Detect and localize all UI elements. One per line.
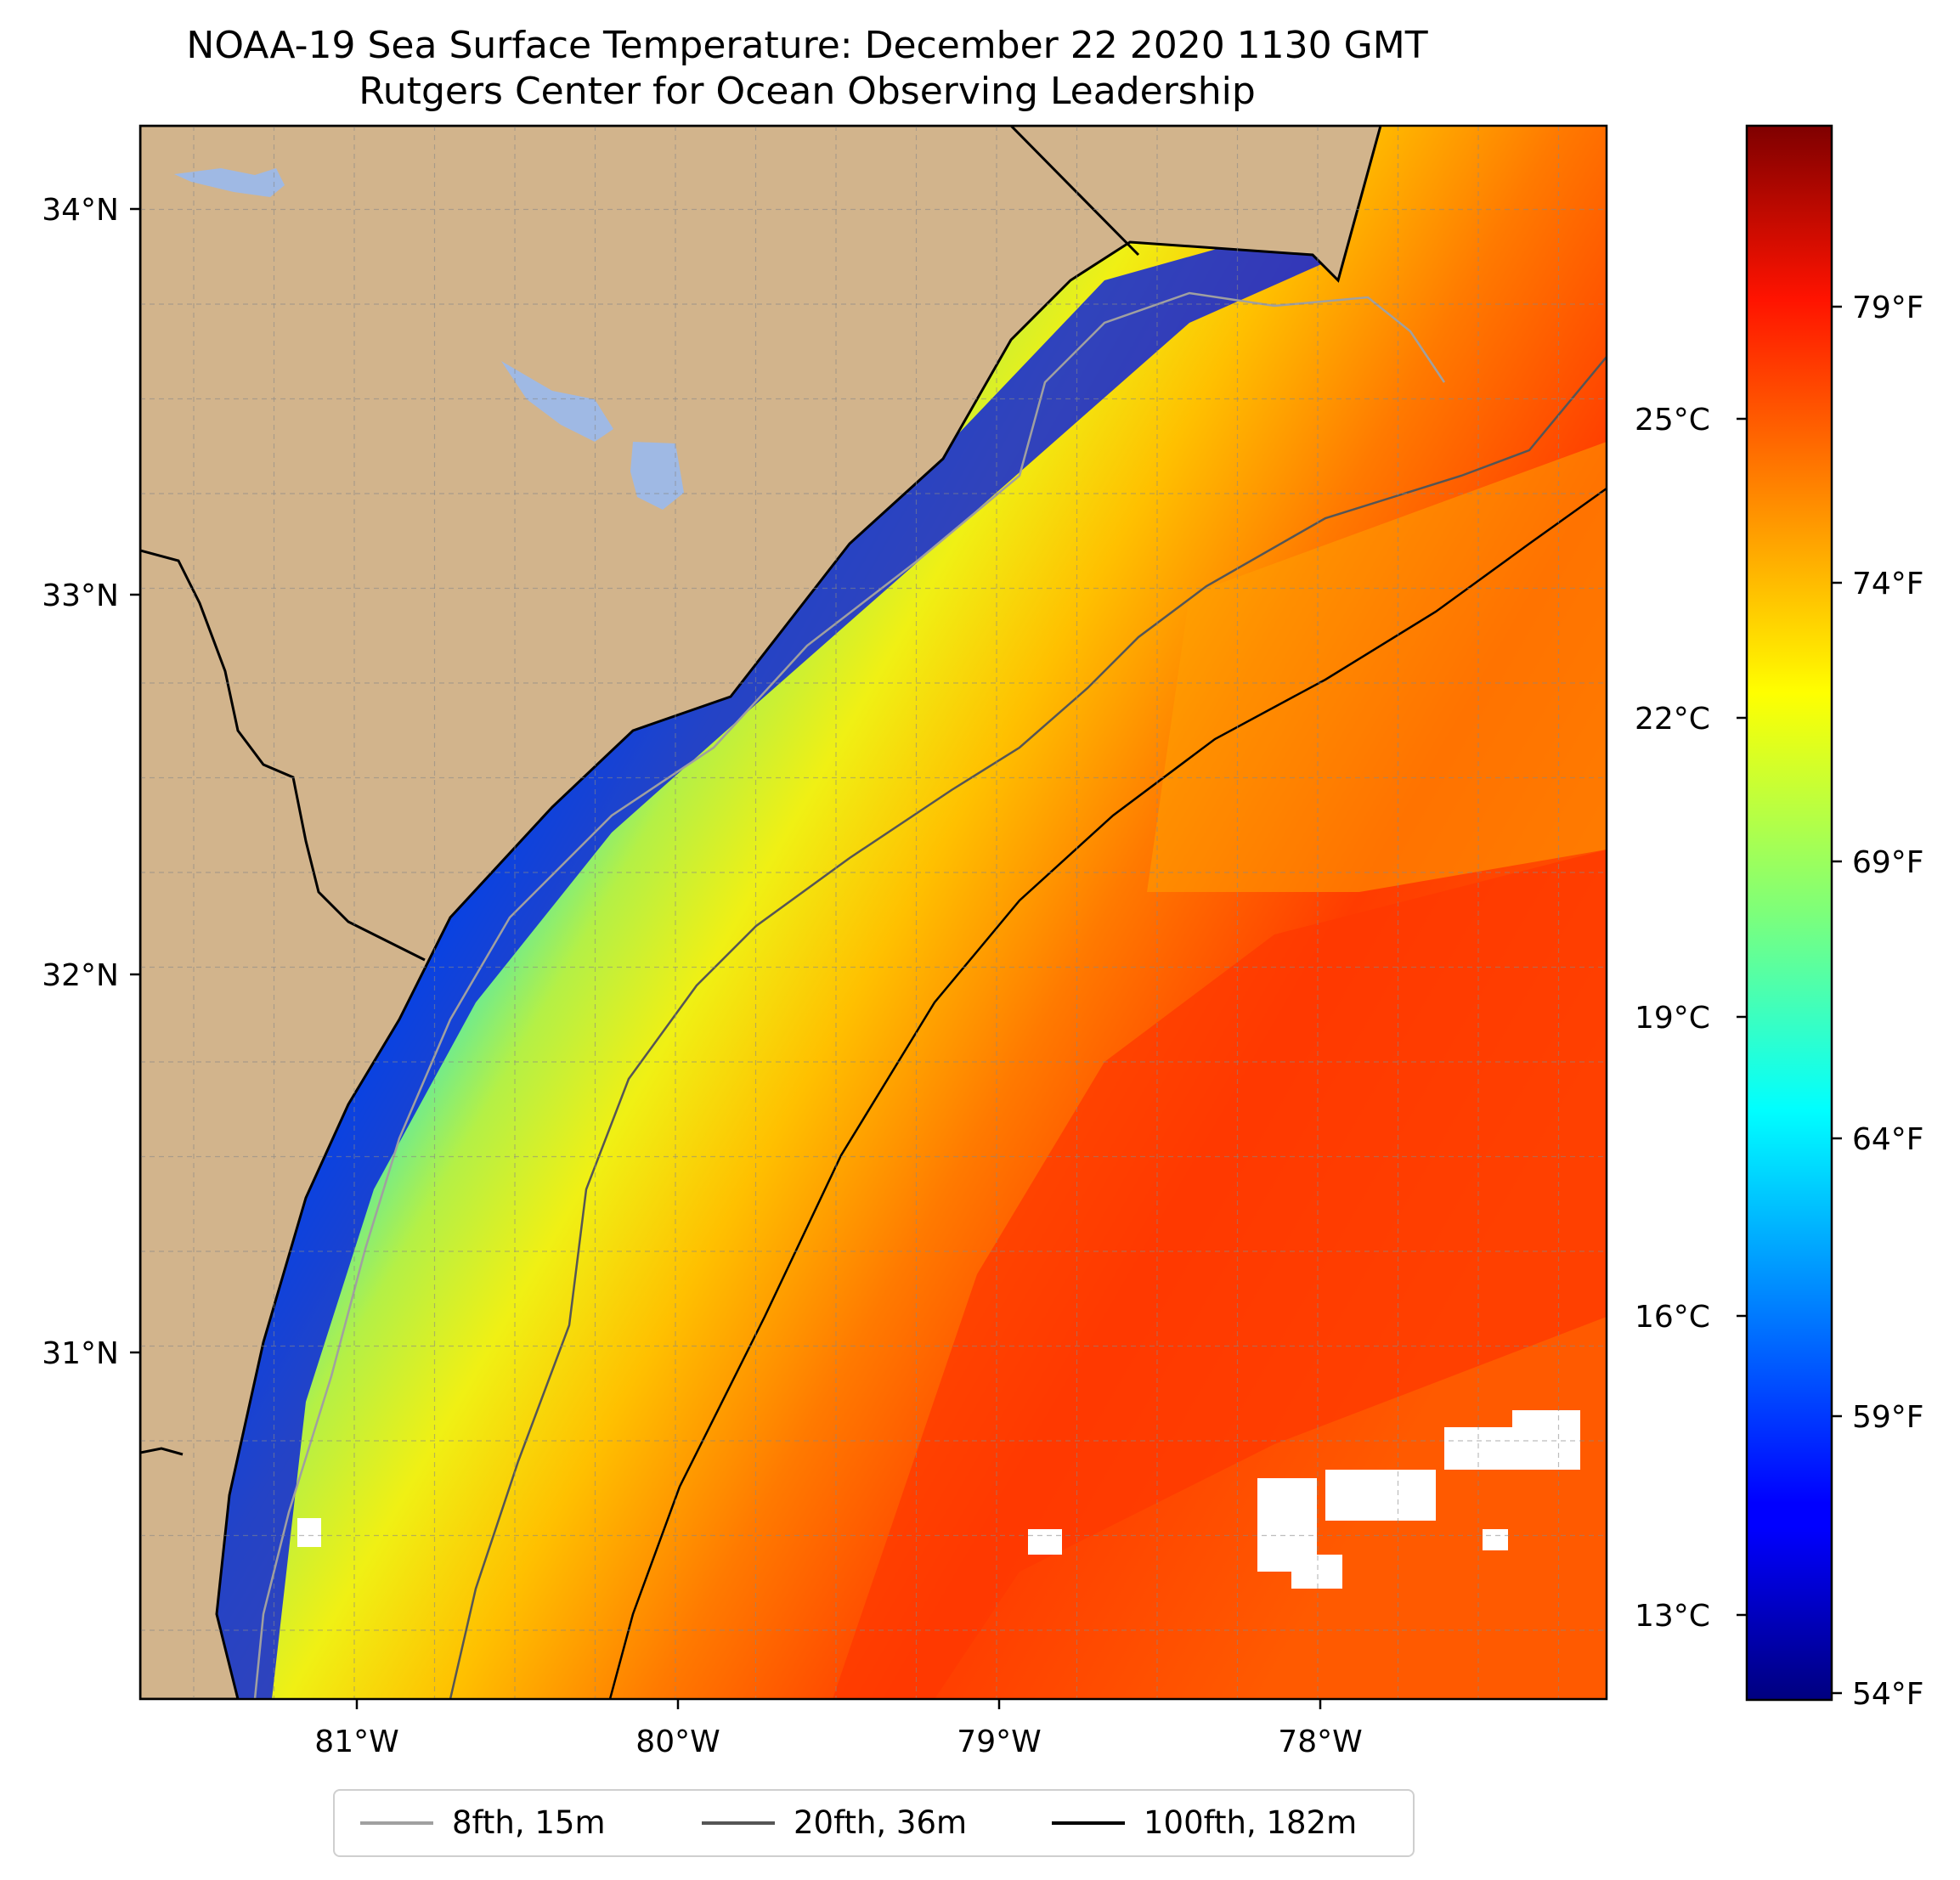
colorbar-c-label: 19°C <box>1635 1001 1710 1036</box>
colorbar-c-label: 25°C <box>1635 403 1710 438</box>
cloud-mask-no-data <box>297 1410 1580 1589</box>
nearshore-cold-band <box>140 221 1342 1699</box>
lat-tick-label: 31°N <box>42 1336 119 1371</box>
longitude-axis: 81°W 80°W 79°W 78°W <box>314 1699 1363 1759</box>
map-panel <box>140 126 1607 1699</box>
contour-100fth <box>608 487 1607 1699</box>
lon-tick-label: 81°W <box>314 1725 398 1759</box>
legend-label: 100fth, 182m <box>1144 1804 1358 1841</box>
contour-8fth <box>253 291 1446 1699</box>
lon-tick-label: 80°W <box>635 1725 720 1759</box>
map-frame <box>138 124 1608 1701</box>
orange-offshore-region <box>1147 442 1607 892</box>
map-title: NOAA-19 Sea Surface Temperature: Decembe… <box>186 24 1428 67</box>
colorbar-f-label: 59°F <box>1852 1400 1924 1435</box>
legend-label: 20fth, 36m <box>794 1804 968 1841</box>
lakes <box>174 168 684 510</box>
colorbar-f-label: 74°F <box>1852 567 1924 601</box>
legend-item-100fth: 100fth, 182m <box>1052 1804 1357 1841</box>
state-borders <box>140 126 1140 1456</box>
lon-tick-label: 79°W <box>957 1725 1041 1759</box>
latitude-axis: 34°N 33°N 32°N 31°N <box>42 193 140 1371</box>
colorbar-c-label: 16°C <box>1635 1300 1710 1335</box>
colorbar-f-label: 69°F <box>1852 845 1924 880</box>
colorbar-c-label: 22°C <box>1635 702 1710 737</box>
map-subtitle: Rutgers Center for Ocean Observing Leade… <box>359 70 1256 113</box>
legend-swatch <box>702 1821 775 1825</box>
colorbar-c-label: 13°C <box>1635 1599 1710 1634</box>
legend-swatch <box>1052 1821 1125 1825</box>
legend-label: 8fth, 15m <box>452 1804 606 1841</box>
colorbar <box>1745 124 1833 1702</box>
graticule <box>140 126 1607 1699</box>
bathymetry-contours <box>253 291 1607 1699</box>
colorbar-f-label: 79°F <box>1852 291 1924 325</box>
lon-tick-label: 78°W <box>1278 1725 1362 1759</box>
legend-swatch <box>360 1821 433 1825</box>
contour-20fth <box>449 356 1607 1699</box>
contour-legend: 8fth, 15m 20fth, 36m 100fth, 182m <box>333 1789 1415 1857</box>
lat-tick-label: 34°N <box>42 193 119 228</box>
lat-tick-label: 32°N <box>42 958 119 993</box>
land-area <box>140 126 1382 1699</box>
colorbar-fahrenheit-axis: 79°F 74°F 69°F 64°F 59°F 54°F <box>1832 291 1924 1712</box>
colorbar-f-label: 64°F <box>1852 1122 1924 1157</box>
legend-item-8fth: 8fth, 15m <box>360 1804 606 1841</box>
colorbar-f-label: 54°F <box>1852 1677 1924 1712</box>
lat-tick-label: 33°N <box>42 579 119 613</box>
colorbar-celsius-axis: 25°C 22°C 19°C 16°C 13°C <box>1635 403 1747 1634</box>
legend-item-20fth: 20fth, 36m <box>702 1804 967 1841</box>
